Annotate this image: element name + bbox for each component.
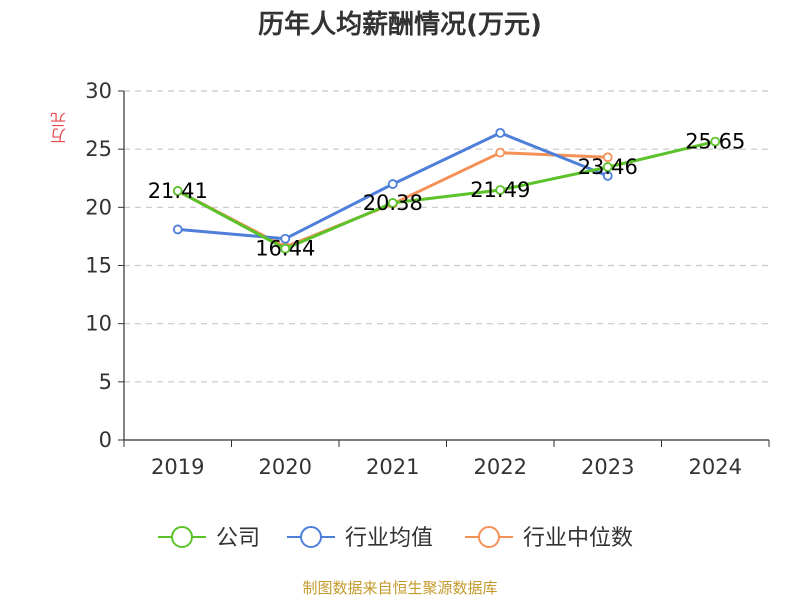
x-tick-label: 2020	[259, 455, 312, 479]
source-note: 制图数据来自恒生聚源数据库	[302, 579, 498, 597]
data-label: 20.38	[363, 191, 423, 215]
data-point	[495, 127, 506, 138]
legend: 公司 行业均值 行业中位数	[158, 526, 633, 551]
grid-lines	[124, 90, 769, 383]
x-tick-label: 2023	[581, 455, 634, 479]
data-point	[172, 224, 183, 235]
axes: 0 5 10 15 20 25 30 2019 2020 2021 2022 2023 2024	[85, 79, 770, 479]
data-label: 25.65	[685, 130, 745, 154]
data-point	[710, 136, 721, 147]
y-tick-label: 25	[85, 137, 112, 161]
x-tick-label: 2021	[366, 455, 419, 479]
y-tick-label: 5	[99, 370, 112, 394]
x-tick-label: 2022	[474, 455, 527, 479]
y-tick-label: 10	[85, 312, 112, 336]
data-point	[602, 152, 613, 163]
series-lines	[172, 127, 721, 254]
data-point	[387, 198, 398, 208]
legend-label: 行业均值	[345, 526, 433, 551]
x-tick-label: 2024	[689, 455, 742, 479]
y-tick-label: 20	[85, 195, 112, 219]
data-point	[495, 147, 506, 158]
legend-label: 公司	[216, 526, 260, 551]
data-point	[495, 185, 506, 195]
data-label: 23.46	[578, 155, 638, 179]
legend-marker	[171, 526, 193, 548]
data-point	[387, 179, 398, 189]
y-tick-label: 30	[85, 79, 112, 103]
data-point	[172, 186, 183, 196]
y-tick-label: 0	[99, 428, 112, 452]
data-labels: 21.41 16.44 20.38 21.49 23.46 25.65	[148, 130, 746, 261]
legend-marker	[300, 526, 322, 548]
chart-title: 历年人均薪酬情况(万元)	[258, 10, 542, 40]
series-line-0	[176, 140, 717, 251]
x-tick-label: 2019	[151, 455, 204, 479]
data-label: 21.41	[148, 179, 208, 203]
data-label: 21.49	[470, 178, 530, 202]
data-label: 16.44	[255, 237, 315, 261]
legend-marker	[478, 526, 500, 548]
data-point	[280, 243, 291, 254]
legend-label: 行业中位数	[523, 526, 633, 551]
y-tick-label: 15	[85, 254, 112, 278]
data-point	[602, 162, 613, 172]
data-point	[280, 233, 291, 244]
